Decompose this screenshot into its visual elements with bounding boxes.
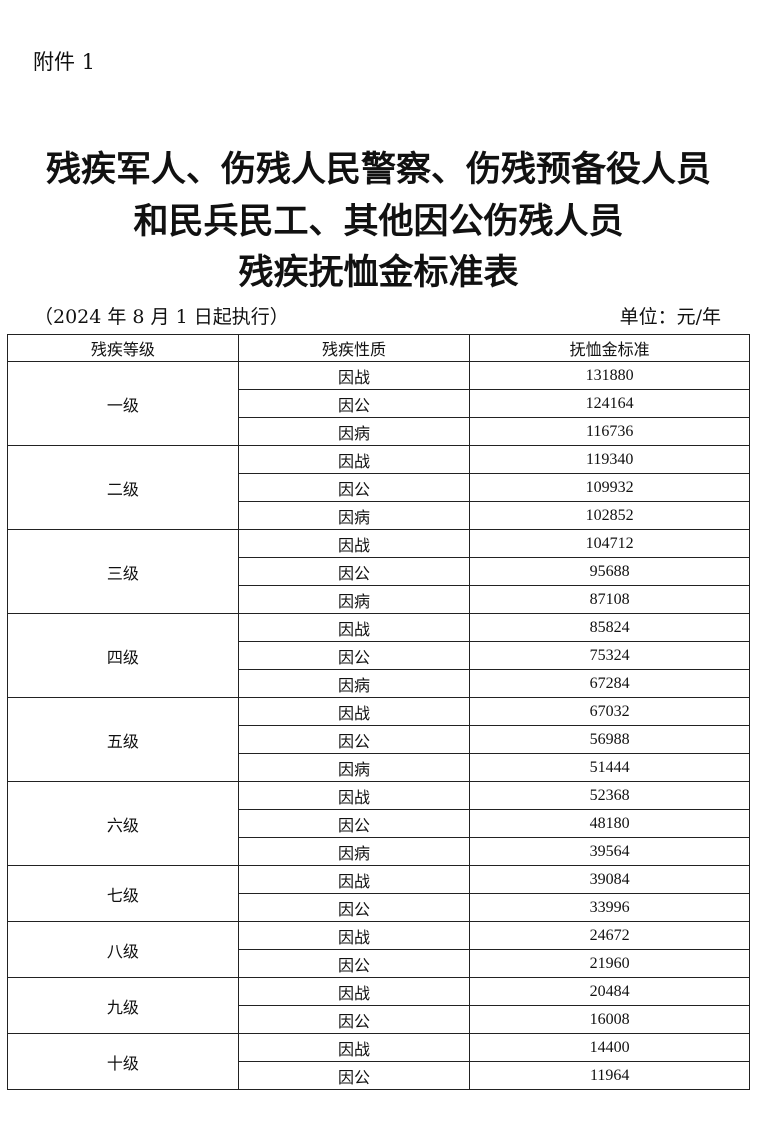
unit-label: 单位：元/年: [619, 306, 721, 328]
table-row: 四级 因战 85824: [7, 613, 750, 698]
amount-cell: 116736: [469, 417, 750, 446]
nature-cell: 因病: [237, 585, 471, 614]
nature-cell: 因病: [237, 417, 471, 446]
nature-cell: 因公: [237, 389, 471, 418]
amount-cell: 87108: [469, 585, 750, 614]
table-row: 因公 124164: [8, 389, 750, 418]
nature-cell: 因战: [237, 977, 471, 1006]
table-row: 一级 因战 131880: [7, 361, 750, 446]
amount-cell: 52368: [469, 781, 750, 810]
grade-cell: 八级: [7, 921, 239, 978]
amount-cell: 11964: [469, 1061, 750, 1090]
table-row: 因公 33996: [8, 893, 750, 922]
table-row: 因病 116736: [8, 417, 750, 446]
nature-cell: 因病: [237, 753, 471, 782]
amount-cell: 51444: [469, 753, 750, 782]
table-row: 因公 75324: [8, 641, 750, 670]
title-line-1: 残疾军人、伤残人民警察、伤残预备役人员: [45, 149, 711, 190]
header-amount: 抚恤金标准: [469, 334, 750, 362]
grade-cell: 七级: [7, 865, 239, 922]
nature-cell: 因病: [237, 669, 471, 698]
grade-cell: 十级: [7, 1033, 239, 1090]
amount-cell: 85824: [469, 613, 750, 642]
nature-cell: 因公: [237, 1005, 471, 1034]
amount-cell: 109932: [469, 473, 750, 502]
amount-cell: 24672: [469, 921, 750, 950]
amount-cell: 48180: [469, 809, 750, 838]
table-row: 因公 95688: [8, 557, 750, 586]
table-row: 二级 因战 119340: [7, 445, 750, 530]
table-header-row: 残疾等级 残疾性质 抚恤金标准: [7, 334, 750, 362]
amount-cell: 102852: [469, 501, 750, 530]
table-body: 一级 因战 131880 因公 124164 因病 116736 二级 因战 119340 因公 10…: [7, 361, 750, 1090]
nature-cell: 因战: [237, 1033, 471, 1062]
nature-cell: 因战: [237, 697, 471, 726]
grade-cell: 六级: [7, 781, 239, 866]
amount-cell: 20484: [469, 977, 750, 1006]
title-line-3: 残疾抚恤金标准表: [238, 252, 519, 293]
amount-cell: 124164: [469, 389, 750, 418]
attachment-label: 附件 1: [33, 50, 96, 74]
table-row: 因病 87108: [8, 585, 750, 614]
amount-cell: 33996: [469, 893, 750, 922]
nature-cell: 因战: [237, 613, 471, 642]
table-row: 五级 因战 67032: [7, 697, 750, 782]
grade-cell: 五级: [7, 697, 239, 782]
table-row: 九级 因战 20484: [7, 977, 750, 1034]
nature-cell: 因公: [237, 1061, 471, 1090]
nature-cell: 因病: [237, 837, 471, 866]
table-row: 因公 21960: [8, 949, 750, 978]
amount-cell: 14400: [469, 1033, 750, 1062]
nature-cell: 因病: [237, 501, 471, 530]
header-grade: 残疾等级: [7, 334, 239, 362]
nature-cell: 因战: [237, 865, 471, 894]
nature-cell: 因公: [237, 557, 471, 586]
nature-cell: 因战: [237, 921, 471, 950]
amount-cell: 39084: [469, 865, 750, 894]
table-row: 十级 因战 14400: [7, 1033, 750, 1090]
nature-cell: 因战: [237, 529, 471, 558]
nature-cell: 因公: [237, 641, 471, 670]
grade-cell: 四级: [7, 613, 239, 698]
table-row: 因病 102852: [8, 501, 750, 530]
nature-cell: 因战: [237, 361, 471, 390]
nature-cell: 因公: [237, 949, 471, 978]
table-row: 七级 因战 39084: [7, 865, 750, 922]
grade-cell: 二级: [7, 445, 239, 530]
amount-cell: 39564: [469, 837, 750, 866]
table-row: 因公 109932: [8, 473, 750, 502]
grade-cell: 一级: [7, 361, 239, 446]
amount-cell: 95688: [469, 557, 750, 586]
amount-cell: 119340: [469, 445, 750, 474]
table-row: 六级 因战 52368: [7, 781, 750, 866]
header-nature: 残疾性质: [237, 334, 471, 362]
pension-standard-table: 残疾等级 残疾性质 抚恤金标准 一级 因战 131880 因公 124164 因病 1167…: [7, 334, 750, 1090]
table-row: 因公 16008: [8, 1005, 750, 1034]
table-row: 因病 67284: [8, 669, 750, 698]
table-row: 三级 因战 104712: [7, 529, 750, 614]
grade-cell: 三级: [7, 529, 239, 614]
amount-cell: 56988: [469, 725, 750, 754]
nature-cell: 因战: [237, 781, 471, 810]
amount-cell: 16008: [469, 1005, 750, 1034]
title-line-2: 和民兵民工、其他因公伤残人员: [133, 201, 624, 242]
nature-cell: 因公: [237, 893, 471, 922]
nature-cell: 因公: [237, 725, 471, 754]
amount-cell: 21960: [469, 949, 750, 978]
amount-cell: 67284: [469, 669, 750, 698]
amount-cell: 67032: [469, 697, 750, 726]
grade-cell: 九级: [7, 977, 239, 1034]
table-row: 八级 因战 24672: [7, 921, 750, 978]
nature-cell: 因战: [237, 445, 471, 474]
table-row: 因病 39564: [8, 837, 750, 866]
effective-date-note: （2024 年 8 月 1 日起执行）: [34, 306, 289, 328]
nature-cell: 因公: [237, 473, 471, 502]
table-row: 因公 11964: [8, 1061, 750, 1090]
table-row: 因病 51444: [8, 753, 750, 782]
amount-cell: 75324: [469, 641, 750, 670]
amount-cell: 131880: [469, 361, 750, 390]
amount-cell: 104712: [469, 529, 750, 558]
nature-cell: 因公: [237, 809, 471, 838]
